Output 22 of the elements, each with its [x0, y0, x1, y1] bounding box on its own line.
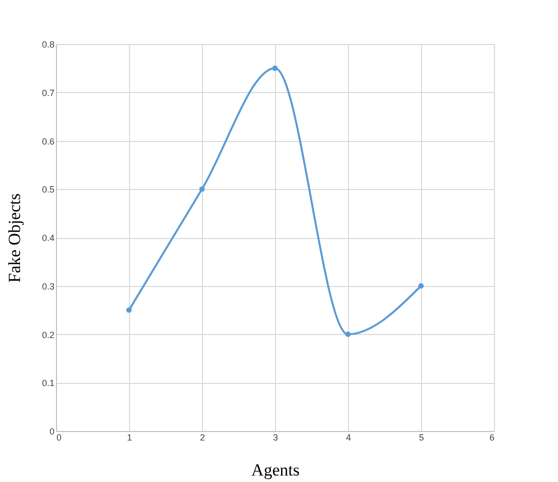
point [272, 65, 278, 71]
x-tick-label: 3 [272, 432, 278, 442]
point [345, 332, 351, 337]
x-axis-title: Agents [251, 460, 300, 480]
x-tick-label: 2 [200, 432, 206, 442]
y-tick-label: 0.2 [42, 330, 54, 340]
y-tick-label: 0.5 [42, 184, 54, 195]
point [199, 186, 205, 192]
point [418, 283, 424, 289]
y-tick-label: 0.8 [42, 40, 54, 50]
y-tick-label: 0.6 [42, 136, 54, 146]
y-tick-label: 0.7 [42, 88, 54, 98]
y-axis-title: Fake Objects [4, 193, 24, 283]
x-tick-label: 0 [56, 432, 62, 442]
x-tick-label: 4 [346, 432, 352, 442]
y-tick-label: 0.3 [42, 281, 54, 292]
x-tick-label: 1 [126, 432, 132, 442]
point [126, 307, 132, 313]
y-tick-label: 0.1 [42, 378, 54, 388]
x-tick-label: 5 [418, 432, 424, 442]
x-tick-label: 6 [489, 432, 494, 442]
y-tick-label: 0.4 [42, 233, 54, 243]
